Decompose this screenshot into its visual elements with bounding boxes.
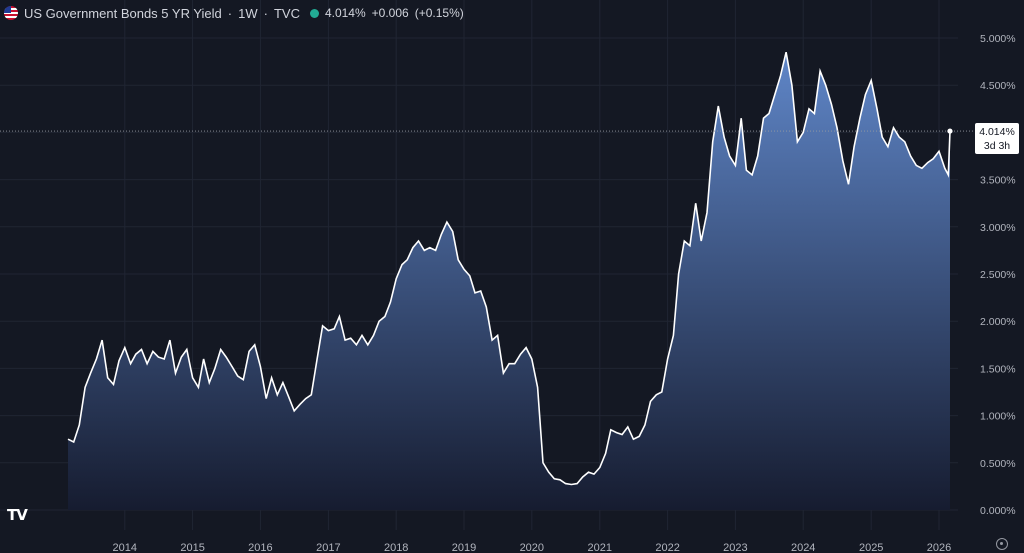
y-tick-label: 5.000%: [980, 33, 1016, 45]
tradingview-logo-icon[interactable]: TV: [7, 506, 28, 524]
price-label-value: 4.014%: [979, 126, 1015, 138]
x-tick-label: 2015: [180, 542, 204, 553]
x-tick-label: 2022: [655, 542, 679, 553]
series-area: [68, 52, 950, 510]
symbol-header[interactable]: US Government Bonds 5 YR Yield · 1W · TV…: [4, 4, 464, 22]
y-tick-label: 3.000%: [980, 222, 1016, 234]
source-label: TVC: [273, 5, 300, 21]
series-line: [67, 52, 951, 486]
settings-icon[interactable]: [996, 538, 1008, 550]
price-change-percent: (+0.15%): [414, 6, 464, 20]
current-price: 4.014%: [324, 6, 366, 20]
y-tick-label: 2.500%: [980, 269, 1016, 281]
y-tick-label: 3.500%: [980, 175, 1016, 187]
x-tick-label: 2025: [859, 542, 883, 553]
us-flag-icon: [4, 6, 18, 20]
y-tick-label: 2.000%: [980, 316, 1016, 328]
y-tick-label: 0.500%: [980, 458, 1016, 470]
price-label-countdown: 3d 3h: [984, 140, 1010, 152]
x-tick-label: 2023: [723, 542, 747, 553]
x-tick-label: 2016: [248, 542, 272, 553]
x-tick-label: 2018: [384, 542, 408, 553]
last-price-dot: [947, 128, 953, 134]
y-axis[interactable]: 0.000% 0.500% 1.000% 1.500% 2.000% 2.500% 3.00…: [980, 33, 1016, 517]
x-tick-label: 2017: [316, 542, 340, 553]
separator: ·: [227, 5, 233, 21]
x-tick-label: 2014: [113, 542, 137, 553]
x-tick-label: 2020: [520, 542, 544, 553]
y-tick-label: 1.500%: [980, 363, 1016, 375]
separator: ·: [263, 5, 268, 21]
x-axis[interactable]: 2014 2015 2016 2017 2018 2019 2020 2021 2022 2023…: [113, 542, 952, 553]
price-label-box: [975, 123, 1019, 154]
y-tick-label: 4.500%: [980, 80, 1016, 92]
x-tick-label: 2019: [452, 542, 476, 553]
x-tick-label: 2024: [791, 542, 815, 553]
x-tick-label: 2021: [588, 542, 612, 553]
symbol-title[interactable]: US Government Bonds 5 YR Yield: [24, 5, 222, 21]
interval-label[interactable]: 1W: [238, 5, 258, 21]
x-tick-label: 2026: [927, 542, 951, 553]
price-label: 4.014% 3d 3h: [975, 123, 1019, 154]
price-change: +0.006: [371, 6, 409, 20]
market-status-icon[interactable]: [309, 8, 319, 18]
y-tick-label: 1.000%: [980, 411, 1016, 423]
y-tick-label: 0.000%: [980, 505, 1016, 517]
